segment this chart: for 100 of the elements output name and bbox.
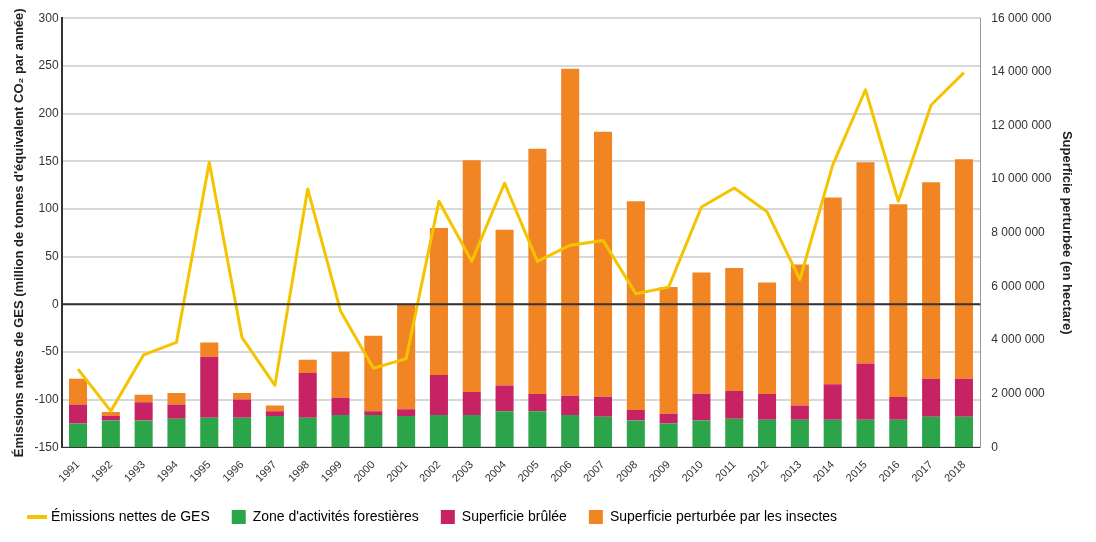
bar bbox=[364, 411, 383, 415]
y2-tick-label: 2 000 000 bbox=[991, 386, 1046, 401]
bar bbox=[298, 417, 317, 448]
bar bbox=[462, 414, 481, 448]
bar bbox=[954, 159, 973, 379]
bar bbox=[889, 204, 908, 397]
bar bbox=[233, 392, 252, 400]
bar bbox=[889, 396, 908, 420]
bar bbox=[167, 404, 186, 419]
bar bbox=[758, 419, 777, 448]
y-tick-label: 150 bbox=[38, 153, 59, 168]
bar bbox=[331, 397, 350, 415]
bar bbox=[790, 264, 809, 406]
legend-label: Superficie brûlée bbox=[461, 507, 568, 524]
y-tick-label: 200 bbox=[38, 105, 59, 120]
y-tick-label: 250 bbox=[38, 58, 59, 73]
y2-tick-label: 8 000 000 bbox=[991, 225, 1046, 240]
bar bbox=[626, 201, 645, 411]
bar bbox=[593, 416, 613, 448]
bar bbox=[167, 418, 186, 448]
bar bbox=[429, 227, 448, 375]
bar bbox=[134, 420, 153, 448]
bar bbox=[922, 378, 941, 417]
bar bbox=[101, 411, 120, 416]
bar bbox=[429, 414, 448, 448]
bar bbox=[922, 416, 941, 448]
bar bbox=[692, 272, 711, 394]
bar bbox=[659, 286, 678, 414]
bar bbox=[364, 335, 383, 412]
bar bbox=[561, 414, 580, 448]
bar bbox=[298, 359, 317, 374]
bar bbox=[922, 182, 941, 379]
bar bbox=[298, 373, 317, 418]
bar bbox=[561, 395, 580, 415]
bar bbox=[364, 414, 383, 448]
bar bbox=[265, 411, 284, 416]
bar bbox=[593, 396, 613, 417]
bar bbox=[692, 393, 711, 421]
y2-tick-label: 4 000 000 bbox=[991, 332, 1046, 347]
y-tick-label: 100 bbox=[38, 201, 59, 216]
y-tick-label: -100 bbox=[34, 391, 59, 406]
bar bbox=[856, 162, 875, 364]
bar bbox=[134, 402, 153, 421]
y2-tick-label: 16 000 000 bbox=[991, 10, 1052, 25]
bar bbox=[462, 392, 481, 415]
y-tick-label: 300 bbox=[38, 10, 59, 25]
bar bbox=[200, 417, 219, 448]
bar bbox=[725, 267, 744, 392]
y2-tick-label: 0 bbox=[991, 439, 999, 454]
bar bbox=[528, 411, 547, 448]
legend-label: Émissions nettes de GES bbox=[51, 507, 210, 524]
legend-label: Zone d'activités forestières bbox=[252, 507, 419, 524]
y2-tick-label: 14 000 000 bbox=[991, 64, 1052, 79]
y2-tick-label: 6 000 000 bbox=[991, 278, 1046, 293]
bar bbox=[69, 378, 88, 405]
bar bbox=[725, 418, 744, 448]
bar bbox=[69, 404, 88, 424]
bar bbox=[856, 363, 875, 420]
y2-tick-label: 10 000 000 bbox=[991, 171, 1052, 186]
bar bbox=[561, 68, 580, 396]
bar bbox=[725, 391, 744, 419]
bar bbox=[823, 384, 842, 420]
bar bbox=[495, 229, 514, 386]
bar bbox=[790, 419, 809, 448]
bar bbox=[101, 420, 120, 448]
bar bbox=[200, 342, 219, 357]
y-tick-label: -150 bbox=[34, 439, 59, 454]
bar bbox=[397, 409, 416, 416]
bar bbox=[495, 411, 514, 448]
bar bbox=[856, 419, 875, 448]
bar bbox=[790, 405, 809, 420]
bar bbox=[758, 393, 777, 420]
y2-tick-label: 12 000 000 bbox=[991, 117, 1052, 132]
bar bbox=[265, 415, 284, 448]
bar bbox=[758, 282, 777, 394]
y-tick-label: -50 bbox=[41, 344, 59, 359]
bar bbox=[233, 399, 252, 418]
bar bbox=[626, 420, 645, 448]
bar bbox=[69, 423, 88, 448]
bar bbox=[528, 148, 547, 394]
bar bbox=[101, 415, 120, 421]
bar bbox=[462, 160, 481, 393]
bar bbox=[397, 415, 416, 448]
bar bbox=[331, 414, 350, 448]
y-tick-label: 0 bbox=[51, 296, 59, 311]
bar bbox=[889, 419, 908, 448]
bar bbox=[134, 394, 153, 403]
bar bbox=[823, 419, 842, 448]
bar bbox=[331, 351, 350, 398]
bar bbox=[495, 385, 514, 412]
y-axis-title: Émissions nettes de GES (million de tonnes d'équivalent CO₂ par année) bbox=[11, 8, 27, 458]
bar bbox=[954, 416, 973, 448]
bar bbox=[593, 131, 613, 397]
bar bbox=[167, 392, 186, 405]
bar bbox=[626, 410, 645, 421]
bar bbox=[528, 393, 547, 412]
bar bbox=[659, 413, 678, 424]
y-tick-label: 50 bbox=[45, 248, 59, 263]
bar bbox=[233, 417, 252, 448]
bar bbox=[429, 374, 448, 415]
